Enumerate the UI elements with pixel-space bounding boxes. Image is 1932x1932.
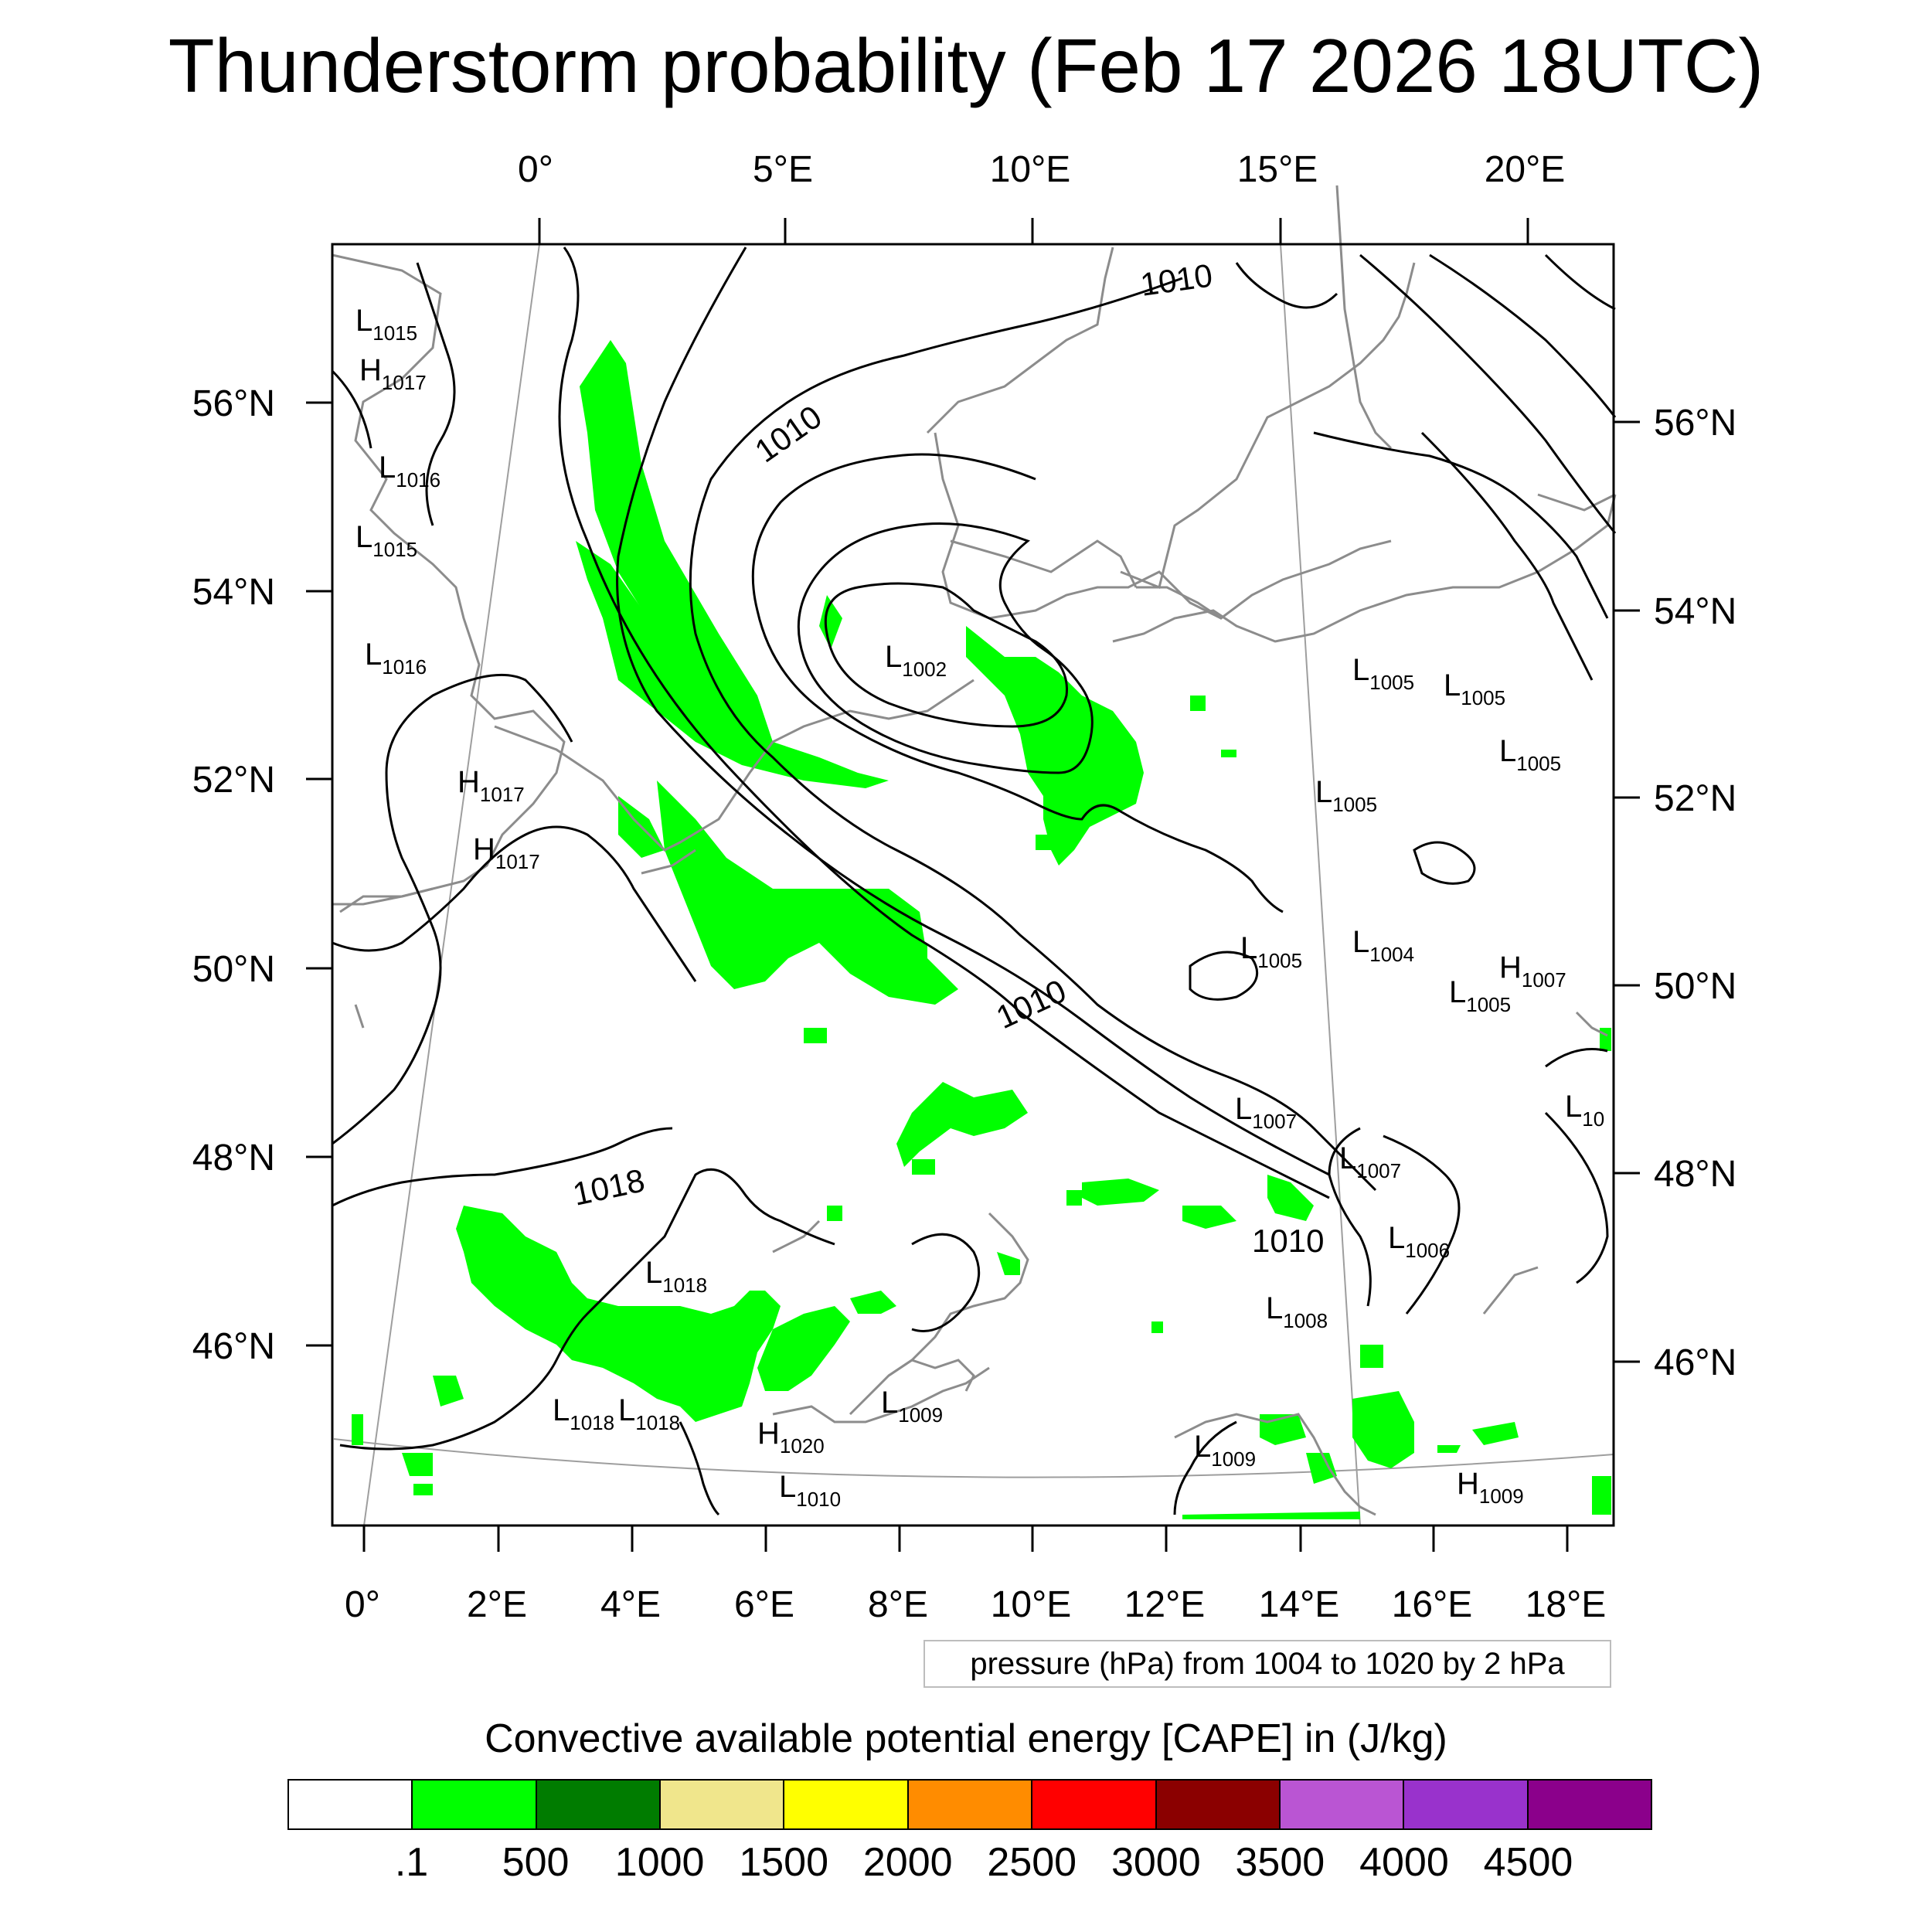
map-frame — [331, 243, 1615, 1527]
left-tick-label: 48°N — [192, 1138, 275, 1179]
pressure-center-label: H1020 — [757, 1417, 825, 1458]
colorbar-label: 3000 — [1111, 1840, 1201, 1885]
pressure-center-label: L1005 — [1352, 653, 1414, 694]
pressure-center-label: L1018 — [618, 1393, 680, 1434]
bottom-tick-label: 4°E — [600, 1584, 661, 1625]
pressure-center-label: L1009 — [881, 1386, 943, 1427]
left-axis: 56°N 54°N 52°N 50°N 48°N 46°N — [192, 383, 275, 1367]
colorbar-title: Convective available potential energy [C… — [485, 1716, 1447, 1761]
bottom-tick-label: 18°E — [1526, 1584, 1607, 1625]
pressure-center-label: L1018 — [553, 1393, 614, 1434]
right-tick-label: 54°N — [1654, 591, 1736, 632]
colorbar-swatch — [411, 1781, 536, 1828]
colorbar-label: 500 — [502, 1840, 570, 1885]
pressure-center-label: H1017 — [457, 765, 525, 806]
right-tick-label: 46°N — [1654, 1342, 1736, 1383]
pressure-center-label: L1018 — [645, 1256, 707, 1297]
bottom-tick-label: 2°E — [467, 1584, 527, 1625]
colorbar-label: 2000 — [862, 1840, 953, 1885]
bottom-tick-label: 6°E — [734, 1584, 794, 1625]
tick-marks — [306, 218, 1640, 1552]
cape-field — [352, 340, 1611, 1519]
colorbar-label: 2500 — [987, 1840, 1077, 1885]
pressure-center-label: L1007 — [1339, 1141, 1401, 1182]
colorbar-swatch — [535, 1781, 660, 1828]
bottom-axis: 0° 2°E 4°E 6°E 8°E 10°E 12°E 14°E 16°E 1… — [345, 1584, 1606, 1625]
colorbar-label: 4500 — [1483, 1840, 1573, 1885]
contour-label: 1010 — [1252, 1223, 1324, 1259]
pressure-center-label: L1016 — [379, 451, 440, 492]
pressure-center-label: L1004 — [1352, 925, 1414, 966]
pressure-center-label: L1008 — [1266, 1291, 1328, 1332]
pressure-centers: L1015 H1017 L1016 L1015 L1016 H1017 H101… — [355, 304, 1604, 1511]
top-tick-label: 0° — [518, 149, 553, 190]
pressure-center-label: H1009 — [1457, 1467, 1524, 1508]
isobars — [331, 247, 1617, 1516]
colorbar-swatch — [289, 1781, 412, 1828]
right-tick-label: 48°N — [1654, 1154, 1736, 1195]
pressure-center-label: L1005 — [1449, 975, 1511, 1016]
pressure-center-label: L1015 — [355, 304, 417, 345]
pressure-center-label: L1007 — [1235, 1092, 1297, 1133]
bottom-tick-label: 8°E — [868, 1584, 928, 1625]
right-tick-label: 56°N — [1654, 403, 1736, 444]
colorbar-labels: .1 500 1000 1500 2000 2500 3000 3500 4000 4500 — [0, 1838, 1932, 1892]
pressure-center-label: L1005 — [1444, 668, 1505, 709]
pressure-center-label: H1007 — [1499, 951, 1566, 992]
colorbar-swatch — [1278, 1781, 1403, 1828]
top-tick-label: 15°E — [1237, 149, 1318, 190]
contour-label: 1010 — [991, 972, 1072, 1036]
pressure-center-label: L1005 — [1240, 931, 1302, 972]
right-tick-label: 50°N — [1654, 966, 1736, 1007]
bottom-tick-label: 14°E — [1259, 1584, 1340, 1625]
colorbar-swatch — [1526, 1781, 1651, 1828]
top-tick-label: 20°E — [1485, 149, 1566, 190]
contour-label: 1010 — [748, 398, 828, 469]
bottom-tick-label: 16°E — [1392, 1584, 1473, 1625]
colorbar-label: 1500 — [739, 1840, 829, 1885]
colorbar — [287, 1779, 1652, 1830]
colorbar-swatch — [783, 1781, 907, 1828]
top-tick-label: 5°E — [753, 149, 813, 190]
graticule — [333, 243, 1614, 1526]
pressure-center-label: L1005 — [1315, 775, 1377, 816]
pressure-center-label: L1009 — [1194, 1430, 1256, 1471]
pressure-center-label: L1005 — [1499, 734, 1561, 775]
top-axis: 0° 5°E 10°E 15°E 20°E — [518, 149, 1565, 190]
bottom-tick-label: 12°E — [1124, 1584, 1206, 1625]
colorbar-swatch — [659, 1781, 784, 1828]
colorbar-label: 3500 — [1235, 1840, 1325, 1885]
pressure-center-label: L1006 — [1388, 1221, 1450, 1262]
colorbar-swatch — [1403, 1781, 1527, 1828]
colorbar-label: 1000 — [614, 1840, 705, 1885]
pressure-center-label: H1017 — [359, 353, 427, 394]
left-tick-label: 46°N — [192, 1326, 275, 1367]
contour-label: 1018 — [570, 1162, 648, 1212]
pressure-center-label: L1002 — [885, 640, 947, 681]
pressure-center-label: L1015 — [355, 520, 417, 561]
pressure-center-label: L1016 — [365, 638, 427, 679]
chart-title: Thunderstorm probability (Feb 17 2026 18… — [168, 23, 1764, 108]
pressure-center-label: L1010 — [779, 1470, 841, 1511]
left-tick-label: 50°N — [192, 949, 275, 990]
colorbar-label: .1 — [394, 1840, 429, 1885]
colorbar-swatch — [906, 1781, 1032, 1828]
right-axis: 56°N 54°N 52°N 50°N 48°N 46°N — [1654, 403, 1736, 1383]
right-tick-label: 52°N — [1654, 778, 1736, 819]
top-tick-label: 10°E — [990, 149, 1071, 190]
colorbar-label: 4000 — [1359, 1840, 1449, 1885]
pressure-center-label: L10 — [1565, 1090, 1604, 1131]
pressure-center-label: H1017 — [473, 832, 540, 873]
colorbar-swatch — [1031, 1781, 1155, 1828]
contour-label: 1010 — [1138, 257, 1215, 303]
left-tick-label: 56°N — [192, 383, 275, 424]
left-tick-label: 52°N — [192, 760, 275, 801]
left-tick-label: 54°N — [192, 572, 275, 613]
bottom-tick-label: 10°E — [991, 1584, 1072, 1625]
contour-info-box: pressure (hPa) from 1004 to 1020 by 2 hP… — [923, 1640, 1611, 1688]
colorbar-swatch — [1155, 1781, 1279, 1828]
bottom-tick-label: 0° — [345, 1584, 380, 1625]
